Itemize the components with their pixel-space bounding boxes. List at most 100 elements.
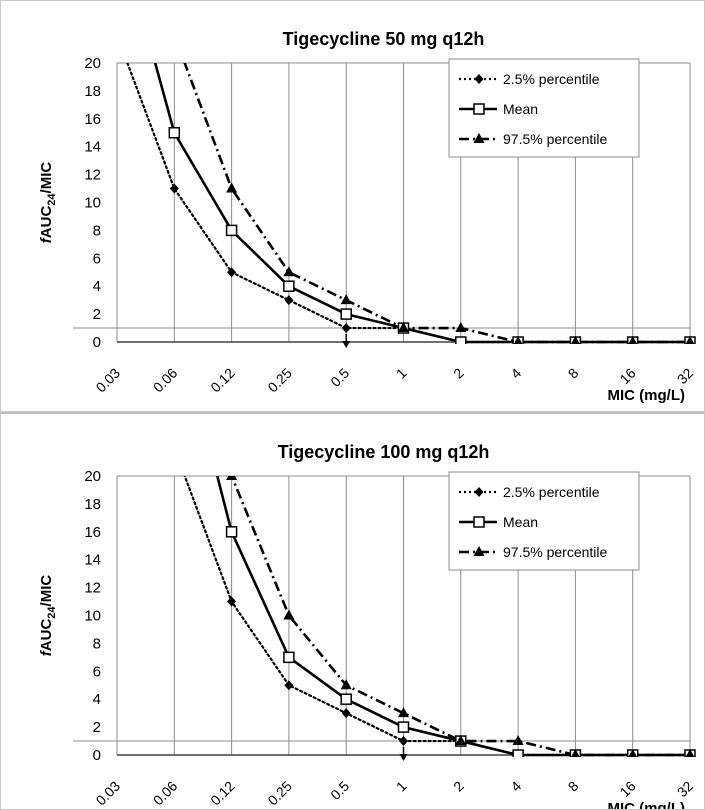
marker-triangle xyxy=(340,294,352,305)
x-tick-label: 4 xyxy=(507,365,524,382)
x-tick-label: 0.5 xyxy=(327,778,352,803)
marker-triangle xyxy=(398,707,409,718)
marker-triangle xyxy=(685,749,695,757)
marker-square xyxy=(283,651,295,664)
x-tick-label: 16 xyxy=(616,365,638,387)
marker-triangle xyxy=(283,266,295,277)
y-ticks: 0 2 4 6 8 10 12 14 16 18 20 xyxy=(84,468,101,764)
x-tick-label: 2 xyxy=(450,778,467,795)
chart-panel-100mg: Tigecycline 100 mg q12h 0 2 4 6 8 10 12 14 16 18 20… xyxy=(0,412,705,810)
marker-square xyxy=(340,308,352,320)
y-tick-label: 4 xyxy=(93,691,101,708)
x-tick-label: 0.12 xyxy=(207,365,238,396)
x-tick-label: 0.25 xyxy=(264,778,295,809)
x-tick-label: 2 xyxy=(450,365,467,382)
marker-square xyxy=(455,336,467,344)
marker-diamond xyxy=(227,596,237,607)
legend-label: 97.5% percentile xyxy=(503,131,608,147)
y-tick-label: 12 xyxy=(84,580,101,597)
marker-triangle xyxy=(571,749,580,757)
x-tick-label: 8 xyxy=(565,365,582,382)
x-tick-label: 0.06 xyxy=(150,778,181,809)
legend: 2.5% percentile Mean 97.5% percentile xyxy=(448,58,640,158)
marker-triangle xyxy=(455,735,467,746)
marker-triangle xyxy=(340,679,352,690)
x-tick-label: 0.03 xyxy=(93,778,124,809)
legend-marker-diamond xyxy=(474,74,484,84)
marker-triangle xyxy=(226,476,238,480)
marker-square xyxy=(168,127,181,139)
y-tick-label: 20 xyxy=(84,468,101,485)
y-tick-label: 16 xyxy=(84,524,101,541)
legend-marker-triangle xyxy=(473,133,485,143)
y-tick-label: 2 xyxy=(93,306,101,323)
marker-triangle xyxy=(455,322,467,333)
marker-diamond xyxy=(170,443,179,453)
marker-diamond xyxy=(284,680,294,691)
down-arrow xyxy=(399,747,408,761)
legend-marker-square xyxy=(473,516,485,528)
series-group xyxy=(170,443,696,757)
marker-diamond xyxy=(399,736,408,747)
marker-diamond xyxy=(169,183,179,194)
legend-label: Mean xyxy=(503,101,538,117)
x-ticks: 0.03 0.06 0.12 0.25 0.5 1 2 4 8 16 32 xyxy=(93,365,697,396)
y-tick-label: 8 xyxy=(93,635,101,652)
x-axis-label: MIC (mg/L) xyxy=(608,387,685,404)
y-tick-label: 0 xyxy=(93,334,101,351)
x-ticks: 0.03 0.06 0.12 0.25 0.5 1 2 4 8 16 32 xyxy=(93,778,697,809)
x-tick-label: 0.25 xyxy=(264,365,295,396)
y-tick-label: 12 xyxy=(84,167,101,184)
marker-triangle xyxy=(628,336,638,344)
y-axis-label-sub: 24 xyxy=(46,606,58,619)
y-tick-label: 18 xyxy=(84,496,101,513)
markers-square xyxy=(225,526,696,757)
x-axis-label: MIC (mg/L) xyxy=(608,800,685,809)
markers-square xyxy=(168,127,696,344)
marker-square xyxy=(225,526,238,538)
marker-square xyxy=(512,749,524,757)
y-axis-label-sub: 24 xyxy=(46,193,58,206)
y-axis-label-italic: f xyxy=(38,649,55,656)
markers-triangle xyxy=(226,476,695,757)
chart-title: Tigecycline 100 mg q12h xyxy=(278,442,490,462)
y-tick-label: 6 xyxy=(93,663,101,680)
y-axis-label-italic: f xyxy=(38,236,55,243)
legend-label: 97.5% percentile xyxy=(503,544,608,560)
chart-panel-50mg: Tigecycline 50 mg q12h 0 2 4 6 8 10 12 14 16 18 20 0… xyxy=(0,0,705,412)
y-tick-label: 14 xyxy=(84,552,101,569)
x-tick-label: 32 xyxy=(674,365,696,387)
y-axis-label-tail: /MIC xyxy=(38,162,55,194)
y-tick-label: 16 xyxy=(84,111,101,128)
x-tick-label: 0.03 xyxy=(93,365,124,396)
y-tick-label: 18 xyxy=(84,83,101,100)
y-tick-label: 8 xyxy=(93,222,101,239)
legend-label: Mean xyxy=(503,514,538,530)
y-axis-label: fAUC24/MIC xyxy=(38,575,58,657)
legend-marker-square xyxy=(473,103,485,115)
x-tick-label: 0.12 xyxy=(207,778,238,809)
marker-triangle xyxy=(513,336,523,344)
y-tick-label: 4 xyxy=(93,278,101,295)
marker-square xyxy=(340,693,352,705)
y-tick-label: 6 xyxy=(93,250,101,267)
chart-svg-50mg: Tigecycline 50 mg q12h024681012141618200… xyxy=(38,29,697,404)
marker-triangle xyxy=(628,749,638,757)
legend-label: 2.5% percentile xyxy=(503,484,600,500)
legend-marker-triangle xyxy=(473,546,485,556)
x-tick-label: 1 xyxy=(393,778,410,795)
marker-triangle xyxy=(283,609,295,620)
marker-diamond xyxy=(284,295,294,306)
legend-label: 2.5% percentile xyxy=(503,71,600,87)
y-axis-label: fAUC24/MIC xyxy=(38,162,58,244)
marker-triangle xyxy=(571,336,580,344)
y-tick-label: 14 xyxy=(84,139,101,156)
series-line-dashdot xyxy=(230,476,690,757)
marker-diamond xyxy=(341,708,351,719)
marker-triangle xyxy=(226,182,238,193)
y-axis-label-main: AUC xyxy=(38,619,55,652)
marker-triangle xyxy=(398,322,409,333)
y-tick-label: 2 xyxy=(93,719,101,736)
series-group xyxy=(126,63,696,344)
markers-triangle xyxy=(226,182,695,344)
